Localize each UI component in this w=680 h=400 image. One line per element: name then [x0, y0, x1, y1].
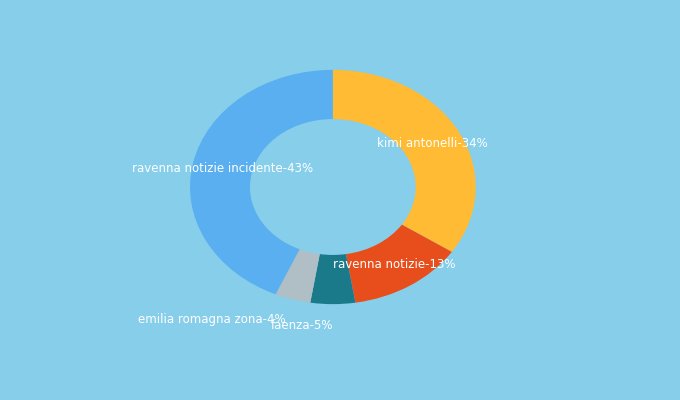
Text: ravenna notizie incidente-43%: ravenna notizie incidente-43% — [132, 162, 313, 174]
Wedge shape — [346, 225, 452, 303]
Text: ravenna notizie-13%: ravenna notizie-13% — [333, 258, 455, 271]
Wedge shape — [275, 249, 320, 303]
Wedge shape — [190, 70, 333, 294]
Text: faenza-5%: faenza-5% — [271, 319, 333, 332]
Wedge shape — [333, 70, 476, 252]
Wedge shape — [310, 254, 356, 304]
Text: kimi antonelli-34%: kimi antonelli-34% — [377, 137, 488, 150]
Text: emilia romagna zona-4%: emilia romagna zona-4% — [138, 313, 286, 326]
